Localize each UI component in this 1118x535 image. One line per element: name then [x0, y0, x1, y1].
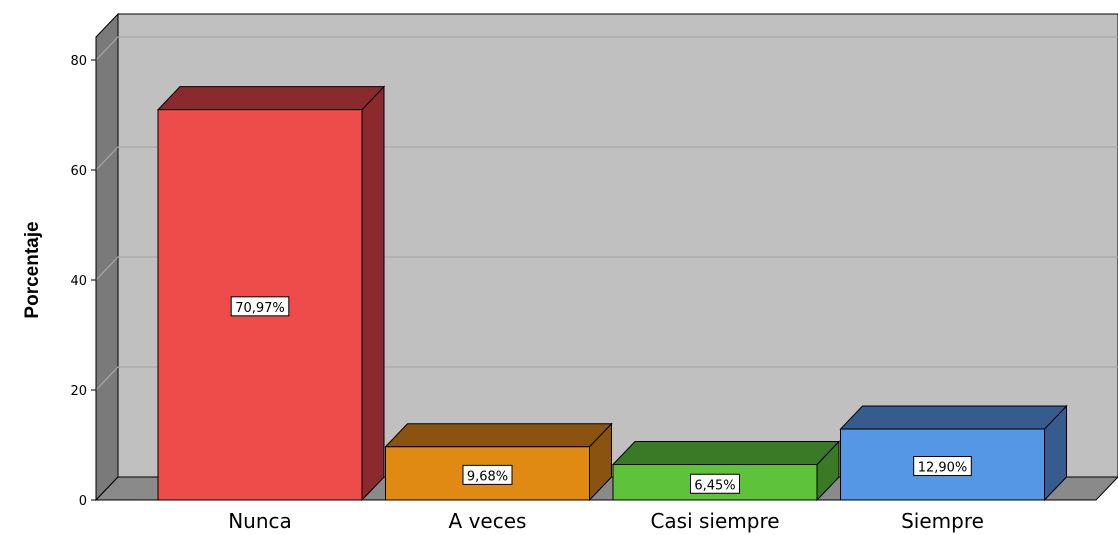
y-tick-label: 0	[79, 494, 87, 509]
gridline	[95, 366, 1118, 391]
bar-top	[839, 405, 1068, 430]
data-label-box	[690, 473, 740, 494]
bar-top	[384, 423, 613, 448]
bar-top	[611, 441, 841, 466]
bar-top	[156, 86, 386, 111]
y-tick-label: 60	[70, 164, 87, 179]
plot-side-wall	[95, 12, 119, 502]
x-category-label: A veces	[449, 509, 527, 533]
x-axis: Nunca A veces Casi siempre Siempre	[228, 509, 984, 533]
data-label-box	[913, 456, 972, 477]
data-label: 9,68%	[467, 469, 508, 484]
gridlines	[95, 36, 1118, 391]
y-axis: 0 20 40 60 80	[70, 37, 97, 509]
x-category-label: Casi siempre	[650, 509, 779, 533]
data-label: 6,45%	[694, 478, 735, 493]
data-label-box	[462, 464, 513, 485]
data-label: 70,97%	[235, 301, 285, 316]
data-labels: 70,97% 9,68% 6,45% 12,90%	[230, 296, 972, 494]
bar-side	[361, 85, 385, 502]
data-label: 12,90%	[918, 461, 968, 476]
gridline	[95, 36, 1118, 61]
y-tick-label: 20	[70, 384, 87, 399]
x-category-label: Siempre	[901, 509, 984, 533]
y-tick-label: 40	[70, 274, 87, 289]
y-axis-title: Porcentaje	[22, 221, 43, 318]
x-category-label: Nunca	[228, 509, 292, 533]
gridline	[95, 256, 1118, 281]
gridline	[95, 146, 1118, 171]
y-tick-label: 80	[70, 54, 87, 69]
data-label-box	[230, 296, 290, 317]
